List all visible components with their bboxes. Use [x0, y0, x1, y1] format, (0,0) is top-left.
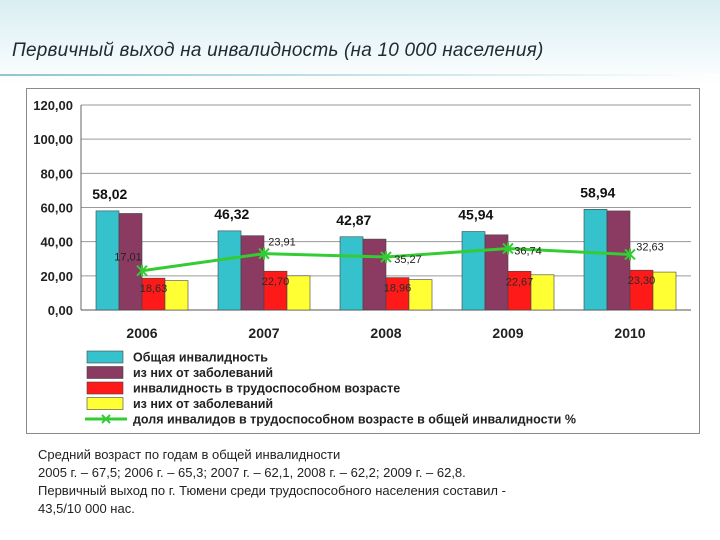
- x-tick-label: 2008: [370, 325, 401, 341]
- bar-1: [339, 236, 364, 311]
- notes-block: Средний возраст по годам в общей инвалид…: [38, 446, 698, 518]
- bar-4: [286, 275, 311, 311]
- legend-label: доля инвалидов в трудоспособном возрасте…: [133, 413, 576, 427]
- data-label-working-age: 22,70: [262, 276, 290, 288]
- y-tick-label: 20,00: [40, 269, 73, 284]
- data-label-working-age: 18,96: [384, 283, 412, 295]
- data-label-share: 17,01: [114, 252, 142, 264]
- data-label-total: 58,94: [580, 184, 615, 200]
- bar-1: [217, 230, 242, 311]
- y-tick-label: 100,00: [33, 132, 73, 147]
- legend-label: Общая инвалидность: [133, 351, 268, 365]
- data-label-share: 36,74: [514, 246, 542, 258]
- bar-4: [164, 280, 189, 311]
- share-marker: [136, 264, 148, 277]
- legend-label: из них от заболеваний: [133, 366, 273, 380]
- data-label-share: 35,27: [394, 254, 422, 266]
- data-label-working-age: 22,67: [506, 276, 534, 288]
- legend-swatch: [86, 397, 124, 410]
- title-band: [0, 0, 720, 84]
- legend-label: из них от заболеваний: [133, 397, 273, 411]
- notes-age-values: 2005 г. – 67,5; 2006 г. – 65,3; 2007 г. …: [38, 465, 466, 480]
- bar-chart: 0,00 20,00 40,00 60,00 80,00 100,00 120,00 2006…: [33, 98, 691, 427]
- legend-swatch: [86, 350, 124, 364]
- bar-2: [606, 210, 631, 311]
- data-label-working-age: 18,63: [140, 283, 168, 295]
- chart-frame: 0,00 20,00 40,00 60,00 80,00 100,00 120,00 2006…: [26, 88, 700, 434]
- data-label-total: 58,02: [92, 186, 127, 202]
- x-tick-label: 2009: [492, 325, 523, 341]
- title-divider: [0, 74, 720, 76]
- bar-2: [240, 235, 265, 311]
- legend-swatch: [86, 381, 124, 395]
- legend-swatch: [86, 366, 124, 379]
- x-tick-label: 2006: [126, 325, 157, 341]
- data-label-total: 45,94: [458, 207, 493, 223]
- y-tick-label: 40,00: [40, 235, 73, 250]
- share-marker: [624, 248, 636, 261]
- data-label-share: 23,91: [268, 237, 296, 249]
- bar-4: [530, 274, 555, 311]
- notes-tyumen-text: Первичный выход по г. Тюмени среди трудо…: [38, 483, 506, 498]
- x-tick-label: 2010: [614, 325, 645, 341]
- share-marker: [502, 242, 514, 255]
- y-tick-label: 0,00: [48, 303, 73, 318]
- y-tick-label: 80,00: [40, 166, 73, 181]
- data-label-share: 32,63: [636, 241, 664, 253]
- legend-label: инвалидность в трудоспособном возрасте: [133, 382, 400, 396]
- bar-1: [583, 209, 608, 311]
- data-label-total: 46,32: [214, 206, 249, 222]
- bar-4: [408, 279, 433, 311]
- data-label-working-age: 23,30: [628, 275, 656, 287]
- share-marker: [380, 251, 392, 264]
- data-label-total: 42,87: [336, 212, 371, 228]
- share-marker: [258, 247, 270, 260]
- bar-4: [652, 271, 677, 311]
- page-title: Первичный выход на инвалидность (на 10 0…: [12, 40, 544, 61]
- legend-swatch-marker: [101, 414, 111, 424]
- notes-age-heading: Средний возраст по годам в общей инвалид…: [38, 447, 341, 462]
- bar-2: [362, 238, 387, 311]
- y-tick-label: 120,00: [33, 98, 73, 113]
- bar-1: [461, 231, 486, 311]
- x-tick-label: 2007: [248, 325, 279, 341]
- y-tick-label: 60,00: [40, 201, 73, 216]
- notes-tyumen-value: 43,5/10 000 нас.: [38, 501, 135, 516]
- bar-2: [118, 213, 143, 311]
